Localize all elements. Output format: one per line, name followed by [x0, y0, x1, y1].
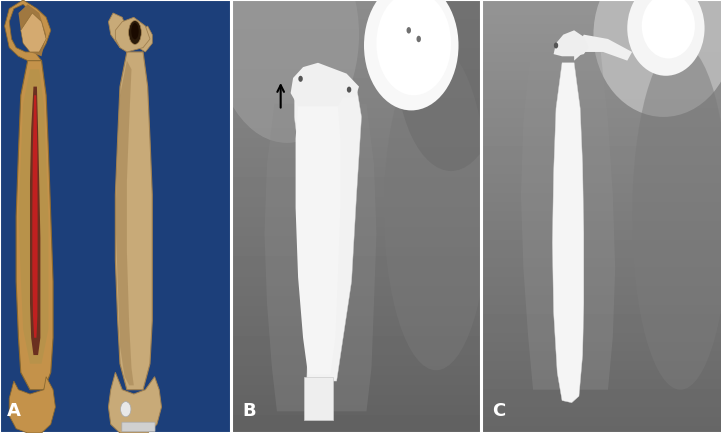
Polygon shape [115, 61, 134, 385]
Ellipse shape [642, 0, 695, 58]
Polygon shape [16, 61, 53, 390]
Ellipse shape [417, 36, 421, 42]
Polygon shape [108, 372, 162, 433]
Bar [304, 377, 333, 420]
Polygon shape [19, 69, 48, 364]
Ellipse shape [593, 0, 721, 117]
Text: A: A [7, 402, 21, 420]
Polygon shape [138, 26, 152, 52]
Ellipse shape [298, 76, 303, 82]
Polygon shape [21, 13, 46, 52]
Polygon shape [19, 4, 46, 56]
Polygon shape [30, 87, 40, 355]
Ellipse shape [364, 0, 459, 110]
Ellipse shape [215, 0, 359, 143]
Ellipse shape [407, 27, 411, 34]
Ellipse shape [395, 0, 507, 171]
Ellipse shape [120, 402, 131, 417]
Polygon shape [574, 35, 632, 61]
Ellipse shape [384, 45, 488, 370]
Polygon shape [265, 104, 376, 411]
Text: B: B [242, 402, 256, 420]
Ellipse shape [347, 87, 351, 93]
Ellipse shape [554, 42, 558, 48]
Polygon shape [296, 106, 340, 375]
Ellipse shape [131, 23, 138, 39]
Text: C: C [492, 402, 505, 420]
FancyBboxPatch shape [122, 422, 155, 432]
Polygon shape [294, 65, 361, 381]
Polygon shape [108, 13, 127, 48]
Ellipse shape [376, 0, 451, 95]
Polygon shape [115, 17, 150, 52]
Ellipse shape [627, 0, 704, 76]
Polygon shape [9, 377, 56, 433]
Polygon shape [521, 52, 615, 390]
Polygon shape [4, 0, 50, 61]
Ellipse shape [128, 20, 141, 45]
Polygon shape [32, 95, 37, 338]
Ellipse shape [632, 43, 721, 390]
Polygon shape [291, 63, 359, 106]
Polygon shape [554, 30, 588, 56]
Polygon shape [115, 52, 152, 390]
Polygon shape [552, 63, 584, 403]
